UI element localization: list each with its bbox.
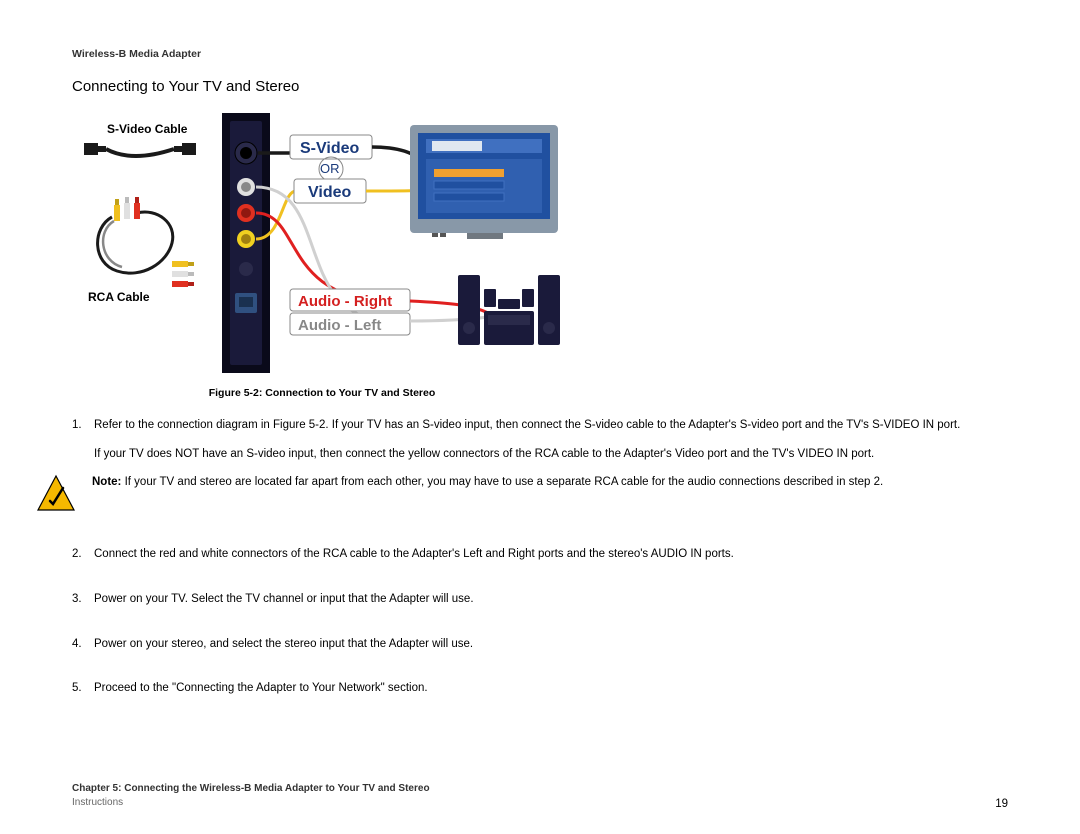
step-number: 4. (72, 636, 94, 665)
note-text: Note: If your TV and stereo are located … (92, 474, 883, 491)
svideo-cable-label: S-Video Cable (107, 122, 188, 136)
footer-sub: Instructions (72, 796, 430, 810)
instruction-text: Refer to the connection diagram in Figur… (94, 417, 1008, 434)
note-block: Note: If your TV and stereo are located … (94, 474, 1008, 514)
instruction-list: 1. Refer to the connection diagram in Fi… (72, 417, 1008, 709)
instruction-text: Connect the red and white connectors of … (94, 546, 1008, 563)
or-label: OR (320, 161, 340, 176)
audio-right-label: Audio - Right (298, 293, 392, 310)
instruction-item: 3. Power on your TV. Select the TV chann… (72, 591, 1008, 620)
audio-left-label: Audio - Left (298, 317, 381, 334)
step-number: 5. (72, 680, 94, 709)
note-body: If your TV and stereo are located far ap… (121, 476, 883, 488)
svideo-label: S-Video (300, 140, 360, 157)
instruction-text: Power on your stereo, and select the ste… (94, 636, 1008, 653)
video-label: Video (308, 184, 352, 201)
note-bold: Note: (92, 476, 121, 488)
instruction-item: 1. Refer to the connection diagram in Fi… (72, 417, 1008, 530)
instruction-text: Power on your TV. Select the TV channel … (94, 591, 1008, 608)
footer-left: Chapter 5: Connecting the Wireless-B Med… (72, 782, 430, 810)
instruction-item: 4. Power on your stereo, and select the … (72, 636, 1008, 665)
section-title: Connecting to Your TV and Stereo (72, 78, 1008, 95)
instruction-item: 2. Connect the red and white connectors … (72, 546, 1008, 575)
rca-cable-label: RCA Cable (88, 290, 150, 304)
instruction-text: Proceed to the "Connecting the Adapter t… (94, 680, 1008, 697)
page-footer: Chapter 5: Connecting the Wireless-B Med… (72, 782, 1008, 810)
step-number: 2. (72, 546, 94, 575)
instruction-item: 5. Proceed to the "Connecting the Adapte… (72, 680, 1008, 709)
step-number: 3. (72, 591, 94, 620)
instruction-text: If your TV does NOT have an S-video inpu… (94, 446, 1008, 463)
page-number: 19 (995, 798, 1008, 810)
footer-chapter: Chapter 5: Connecting the Wireless-B Med… (72, 782, 430, 796)
document-header: Wireless-B Media Adapter (72, 48, 1008, 60)
warning-icon (36, 474, 76, 514)
figure-caption: Figure 5-2: Connection to Your TV and St… (72, 387, 572, 399)
connection-diagram: S-Video Cable RCA Cable S-Video OR (72, 113, 572, 373)
